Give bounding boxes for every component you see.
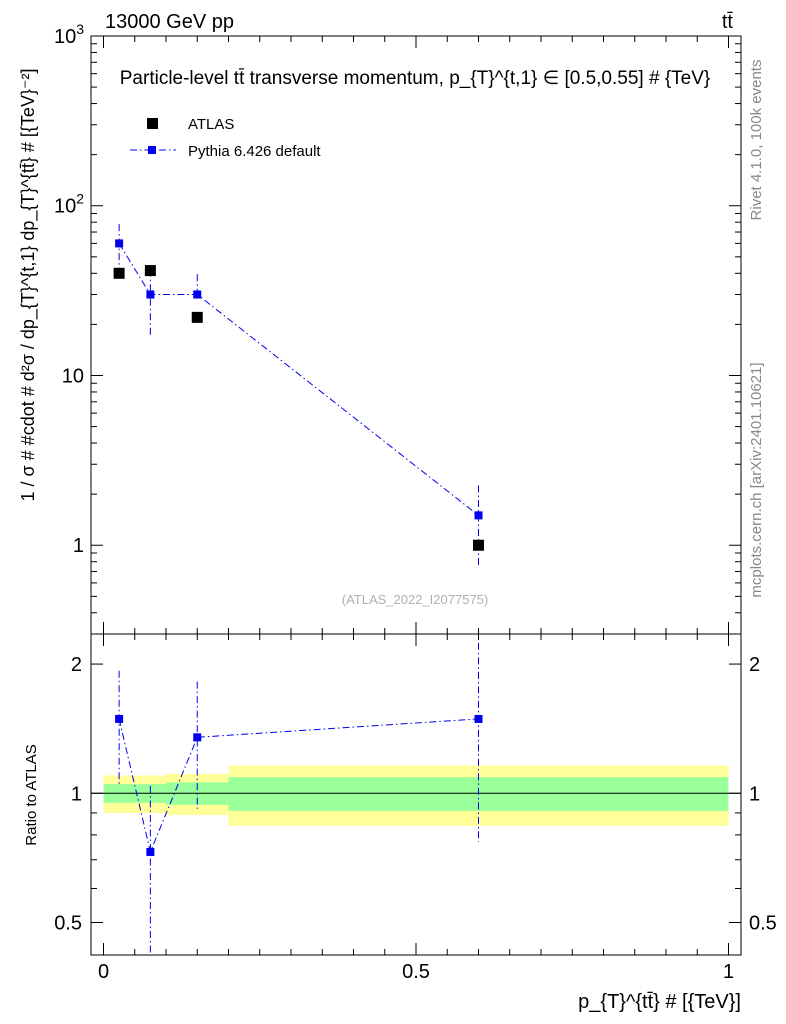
ratio-data-point bbox=[474, 714, 483, 723]
legend: ATLAS Pythia 6.426 default bbox=[130, 116, 321, 160]
main-x-ticks bbox=[103, 36, 729, 634]
main-y-tick-label: 1 bbox=[73, 535, 84, 557]
legend-atlas-marker bbox=[147, 118, 158, 129]
x-axis-label: p_{T}^{tt̄} # [{TeV}] bbox=[578, 991, 741, 1013]
ratio-x-tick-label: 0.5 bbox=[402, 961, 430, 983]
ratio-y-tick-label-right: 2 bbox=[749, 654, 760, 676]
main-panel: Particle-level tt̄ transverse momentum, … bbox=[18, 21, 742, 635]
atlas-data-point bbox=[144, 265, 156, 277]
legend-atlas-label: ATLAS bbox=[188, 116, 234, 133]
analysis-watermark: (ATLAS_2022_I2077575) bbox=[342, 592, 488, 607]
main-series bbox=[113, 224, 484, 567]
ratio-data-point bbox=[115, 714, 124, 723]
ratio-y-tick-label-left: 0.5 bbox=[54, 912, 82, 934]
main-frame bbox=[90, 35, 742, 635]
ratio-x-ticks bbox=[103, 634, 729, 955]
main-y-tick-labels: 1 10 102 103 bbox=[54, 21, 84, 557]
ratio-panel: 0.5 0.51 12 2 0 0.5 1 Ratio to ATLAS p_{T}^{t… bbox=[23, 633, 777, 1013]
legend-mc-marker bbox=[148, 146, 156, 154]
main-y-tick-label: 102 bbox=[54, 191, 84, 218]
atlas-data-point bbox=[113, 267, 125, 279]
ratio-data-point bbox=[193, 733, 202, 742]
process-label: tt̄ bbox=[722, 11, 734, 33]
ratio-y-label: Ratio to ATLAS bbox=[23, 744, 40, 845]
atlas-data-point bbox=[191, 311, 203, 323]
mc-data-point bbox=[193, 290, 202, 299]
ratio-x-tick-labels: 0 0.5 1 bbox=[98, 961, 734, 983]
ratio-x-tick-label: 1 bbox=[723, 961, 734, 983]
ratio-y-ticks bbox=[91, 663, 741, 923]
ratio-y-tick-label-right: 1 bbox=[749, 783, 760, 805]
main-y-label: 1 / σ # #cdot # d²σ / dp_{T}^{t,1} dp_{T… bbox=[18, 69, 39, 502]
rivet-version-label: Rivet 4.1.0, 100k events bbox=[748, 60, 765, 221]
ratio-y-tick-label-left: 1 bbox=[71, 783, 82, 805]
legend-mc-label: Pythia 6.426 default bbox=[188, 143, 321, 160]
ratio-line bbox=[118, 718, 479, 854]
mc-data-point bbox=[146, 290, 155, 299]
mcplots-label: mcplots.cern.ch [arXiv:2401.10621] bbox=[748, 362, 765, 597]
ratio-data-point bbox=[146, 847, 155, 856]
main-y-tick-label: 103 bbox=[54, 21, 84, 48]
energy-label: 13000 GeV pp bbox=[105, 11, 234, 33]
main-y-tick-label: 10 bbox=[62, 365, 84, 387]
mc-data-point bbox=[474, 511, 483, 520]
ratio-y-tick-label-right: 0.5 bbox=[749, 912, 777, 934]
ratio-y-tick-label-left: 2 bbox=[71, 654, 82, 676]
mc-data-point bbox=[115, 239, 124, 248]
ratio-x-tick-label: 0 bbox=[98, 961, 109, 983]
mc-line bbox=[118, 243, 479, 516]
ratio-y-tick-labels: 0.5 0.5 1 1 2 2 bbox=[54, 654, 777, 934]
atlas-data-point bbox=[473, 539, 484, 551]
main-title: Particle-level tt̄ transverse momentum, … bbox=[120, 68, 711, 89]
ratio-series bbox=[115, 642, 483, 955]
